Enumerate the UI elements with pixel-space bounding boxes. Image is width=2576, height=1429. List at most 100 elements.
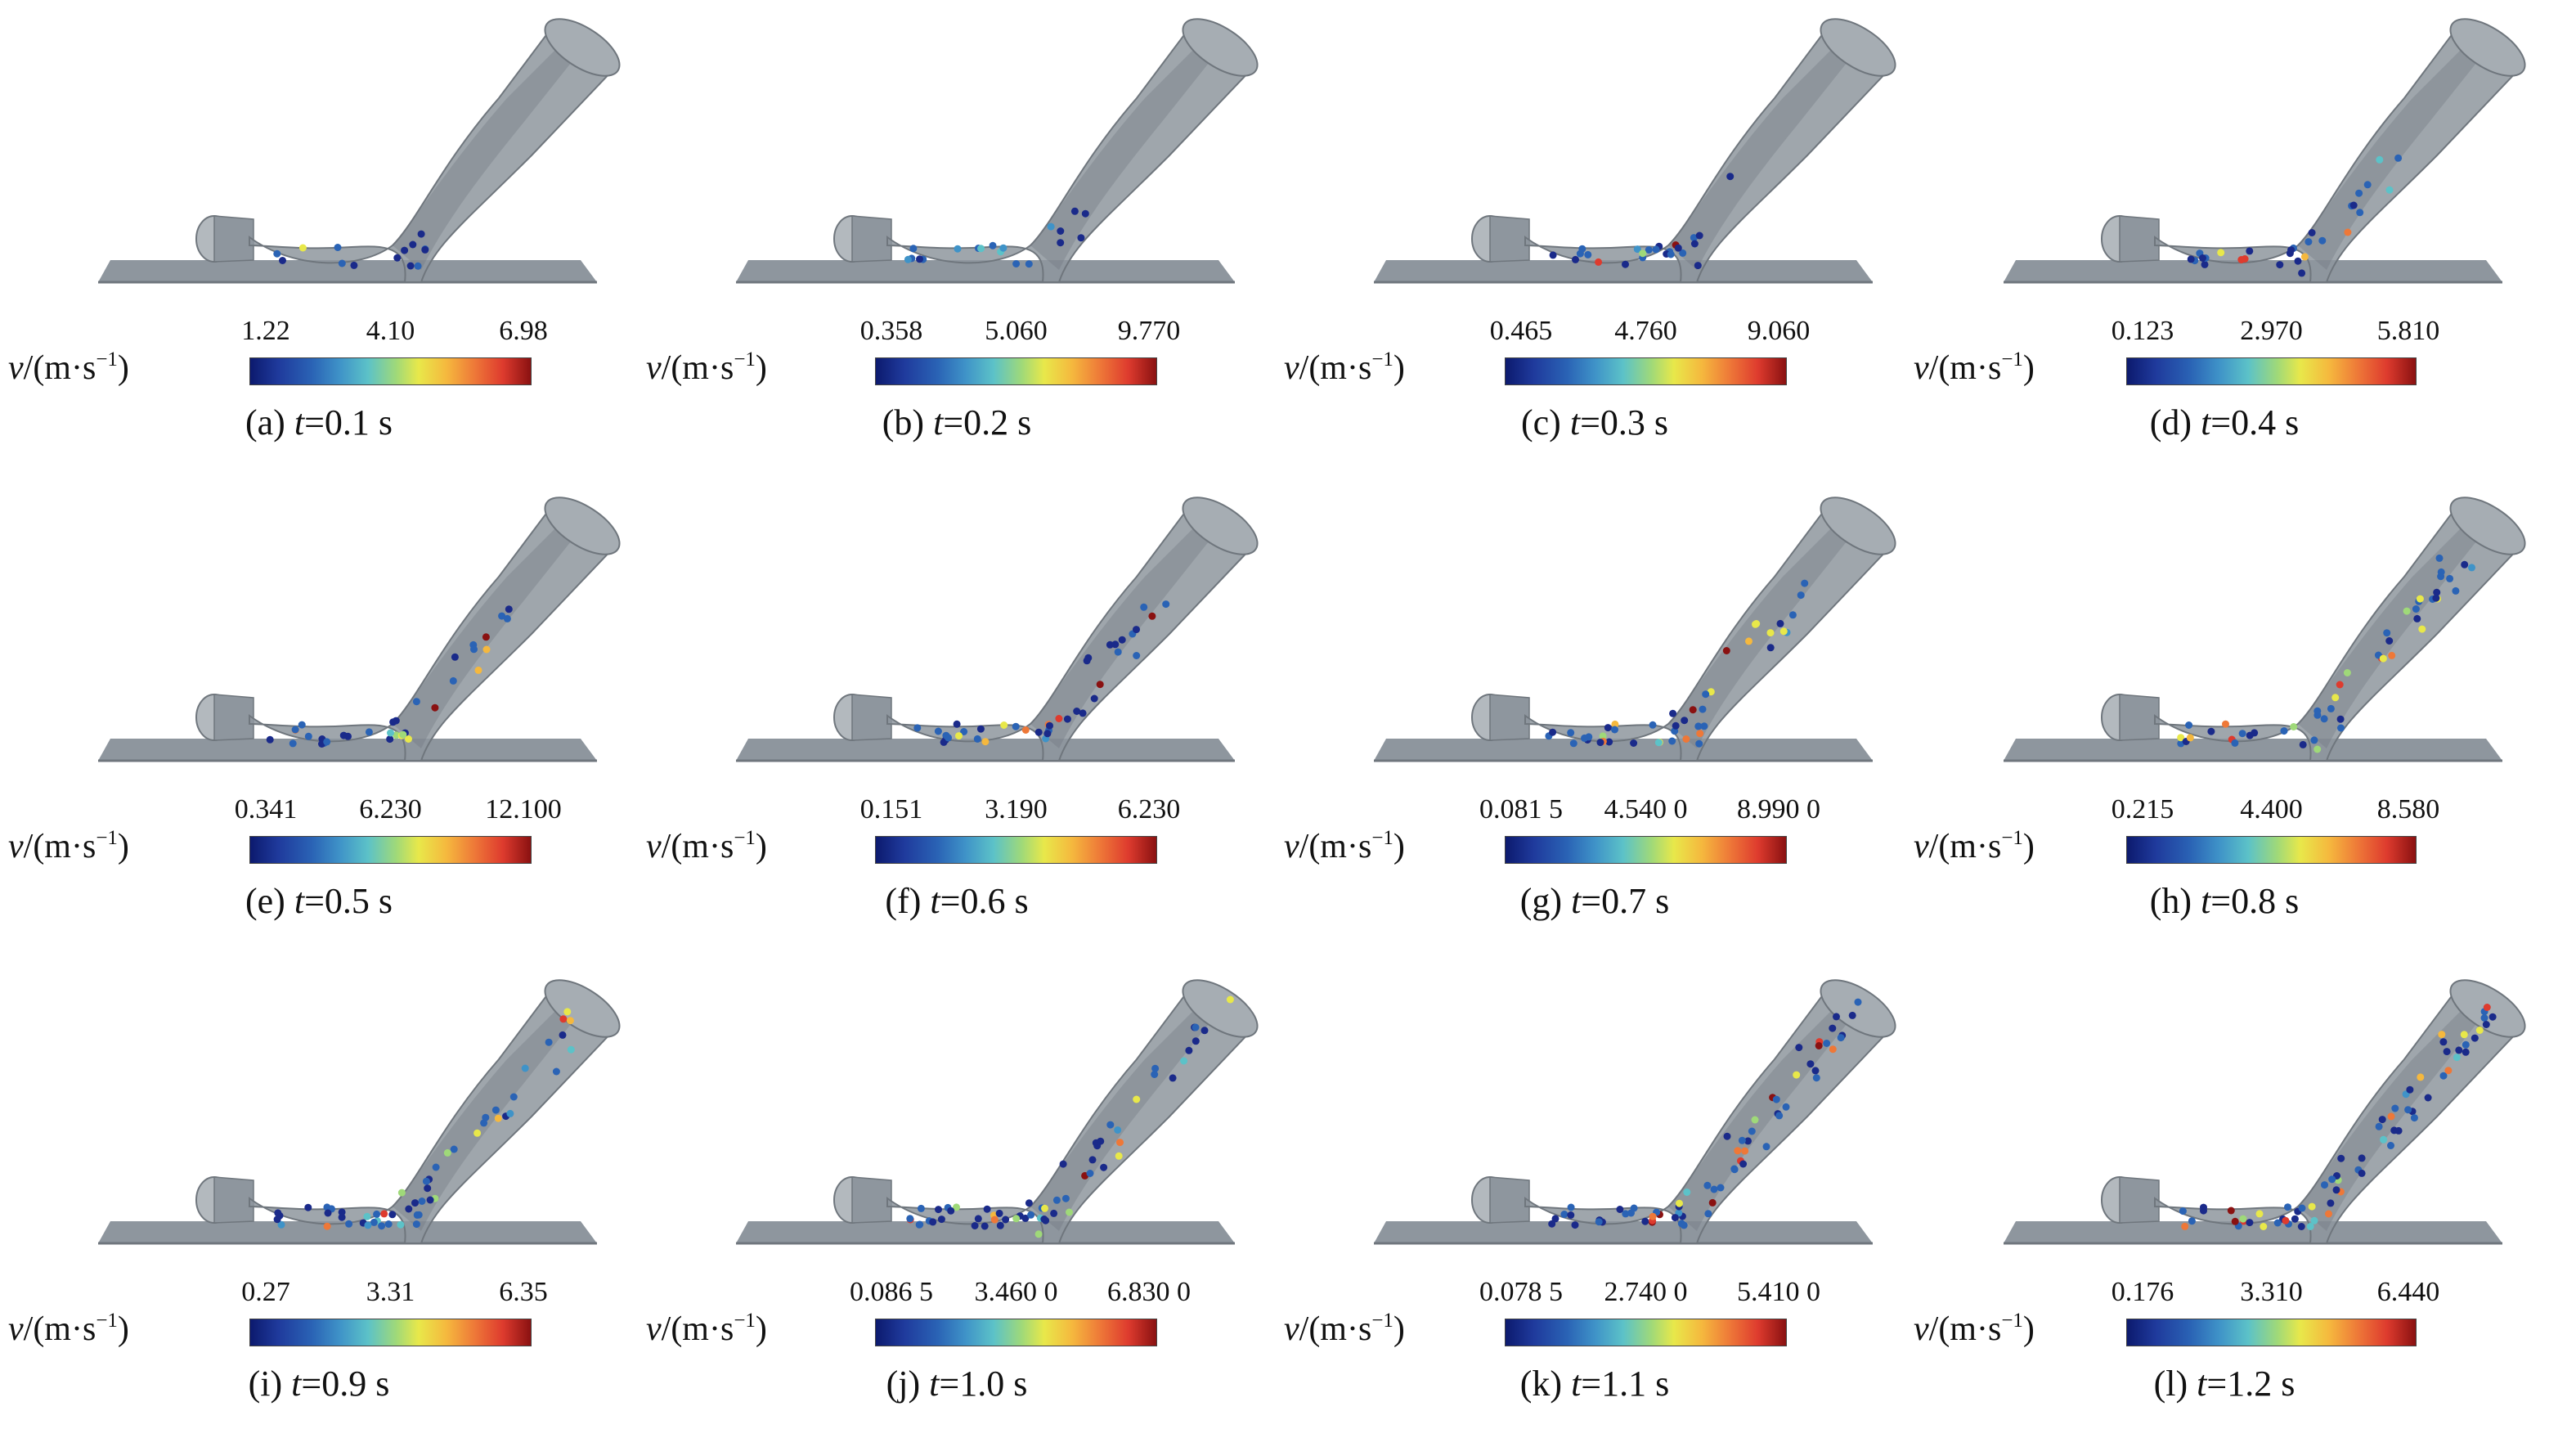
particle xyxy=(2468,564,2475,572)
particle xyxy=(1021,1214,1030,1222)
particle xyxy=(990,1216,999,1224)
particle xyxy=(2435,554,2444,562)
particle xyxy=(2239,1215,2247,1223)
caption-time: 0.7 xyxy=(1601,881,1647,921)
particle xyxy=(1118,636,1126,644)
particle xyxy=(2432,594,2440,602)
particle xyxy=(917,1204,925,1212)
particle xyxy=(1111,640,1120,649)
particle xyxy=(1848,1011,1856,1019)
chute-scene xyxy=(736,497,1259,762)
particle xyxy=(397,1220,405,1229)
panel-caption: (i) t=0.9 s xyxy=(8,1359,630,1409)
particle xyxy=(945,734,953,742)
particle xyxy=(387,729,394,737)
particle xyxy=(1000,721,1008,729)
particle xyxy=(386,735,394,744)
particle xyxy=(2358,1154,2366,1162)
caption-space xyxy=(370,402,379,443)
particle xyxy=(1148,612,1156,620)
particle xyxy=(1823,1040,1831,1047)
caption-letter: (a) xyxy=(245,402,294,443)
caption-time-var: t xyxy=(933,402,944,443)
colorbar-tick-label: 3.310 xyxy=(2240,1277,2303,1307)
particle xyxy=(2433,588,2441,596)
particle xyxy=(2344,228,2352,236)
unit-exponent: −1 xyxy=(734,1310,756,1332)
particle xyxy=(1772,1095,1780,1103)
caption-equals: = xyxy=(1581,881,1602,921)
colorbar xyxy=(2126,357,2417,385)
colorbar-tick-label: 0.358 xyxy=(859,316,923,346)
velocity-symbol: v xyxy=(1914,1310,1929,1348)
colorbar-tick-label: 0.176 xyxy=(2111,1277,2174,1307)
caption-time: 0.4 xyxy=(2231,402,2277,443)
particle xyxy=(2186,734,2194,742)
particle xyxy=(2363,181,2372,189)
particle xyxy=(1696,730,1704,738)
particles xyxy=(906,995,1234,1238)
particle xyxy=(1047,222,1055,231)
particle xyxy=(273,1216,281,1224)
particle xyxy=(2310,736,2318,744)
unit-open: /(m·s xyxy=(661,1310,734,1348)
particle xyxy=(426,1196,434,1204)
caption-space xyxy=(2272,1364,2281,1404)
unit-close: ) xyxy=(2022,1310,2035,1348)
colorbar-tick-label: 0.123 xyxy=(2111,316,2174,346)
colorbar-tick-label: 2.740 0 xyxy=(1604,1277,1688,1307)
particle xyxy=(1027,1211,1035,1219)
caption-unit: s xyxy=(1654,402,1669,443)
caption-letter: (h) xyxy=(2149,881,2201,921)
colorbar-tick-label: 0.27 xyxy=(241,1277,290,1307)
particle xyxy=(2246,731,2254,739)
caption-equals: = xyxy=(1580,402,1600,443)
particle xyxy=(1059,1160,1067,1168)
particle xyxy=(482,633,490,641)
particle xyxy=(2294,257,2302,265)
particle xyxy=(937,1216,945,1224)
chute-scene xyxy=(1374,979,1896,1245)
particle xyxy=(566,1017,574,1025)
chute-scene xyxy=(2004,497,2526,762)
particle xyxy=(1782,1103,1790,1111)
outlet-opening xyxy=(544,979,621,1038)
particle xyxy=(1106,1121,1115,1129)
particle xyxy=(1829,1024,1837,1032)
particle xyxy=(559,1031,567,1039)
inlet-cylinder xyxy=(213,694,254,741)
chute-scene xyxy=(98,979,621,1245)
panel-caption: (c) t=0.3 s xyxy=(1284,398,1905,447)
particle xyxy=(289,739,297,748)
particle xyxy=(2444,1067,2453,1075)
particle xyxy=(498,612,506,620)
particle xyxy=(1837,1034,1845,1042)
particle xyxy=(345,1220,353,1228)
caption-time-var: t xyxy=(930,881,940,921)
curved-chute xyxy=(1524,510,1891,762)
caption-time-var: t xyxy=(2201,881,2211,921)
particle xyxy=(363,1212,371,1220)
caption-time-var: t xyxy=(291,1364,302,1404)
unit-close: ) xyxy=(2022,828,2035,865)
caption-letter: (d) xyxy=(2149,402,2201,443)
unit-close: ) xyxy=(1393,349,1405,387)
particle xyxy=(334,244,342,251)
ground-plate xyxy=(2004,1221,2502,1243)
colorbar-tick-label: 9.770 xyxy=(1117,316,1181,346)
particle xyxy=(364,1221,372,1229)
particle xyxy=(2446,574,2454,582)
velocity-symbol: v xyxy=(8,828,24,865)
particle xyxy=(2297,1223,2305,1230)
unit-exponent: −1 xyxy=(1371,348,1393,371)
colorbar-label: v/(m·s−1) xyxy=(8,822,129,871)
colorbar-tick-label: 9.060 xyxy=(1747,316,1811,346)
caption-equals: = xyxy=(2206,1364,2228,1404)
particle xyxy=(1100,1163,1108,1171)
particle xyxy=(559,1015,568,1023)
particle xyxy=(2452,586,2460,595)
particle xyxy=(1055,715,1063,722)
caption-letter: (e) xyxy=(245,881,294,921)
particles xyxy=(273,1008,575,1230)
panel-a: v/(m·s−1) 1.22 4.10 6.98 (a) t=0.1 s xyxy=(8,0,630,468)
